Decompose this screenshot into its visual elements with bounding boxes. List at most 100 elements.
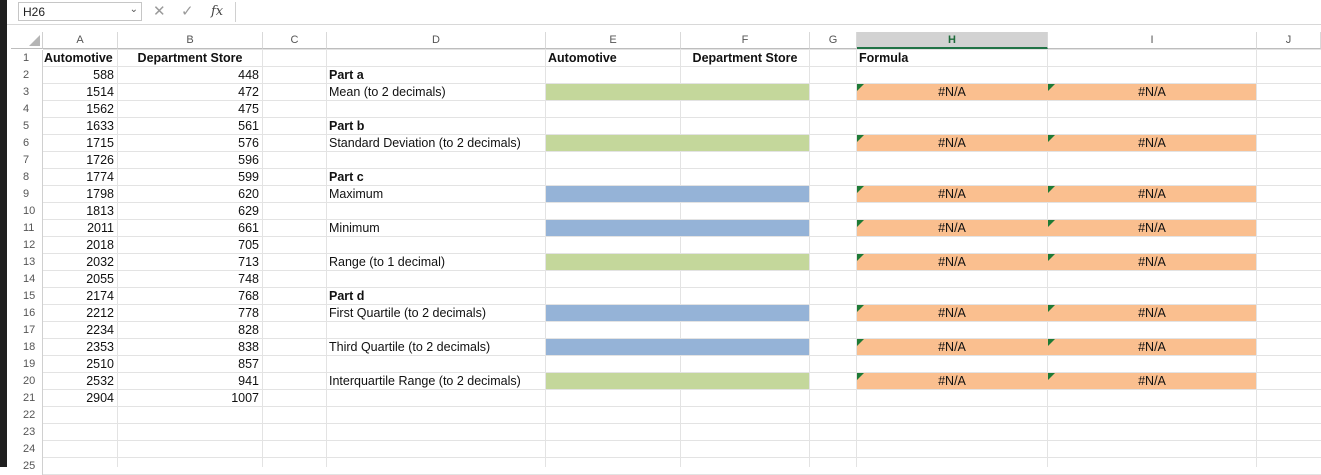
row-header-12[interactable]: 12 <box>11 237 43 254</box>
cell-a12[interactable]: 2018 <box>86 238 114 252</box>
cell-h3[interactable]: #N/A <box>938 85 966 99</box>
column-header-e[interactable]: E <box>546 32 681 49</box>
column-header-f[interactable]: F <box>681 32 810 49</box>
answer-cells-max[interactable] <box>546 186 809 202</box>
row-header-22[interactable]: 22 <box>11 407 43 424</box>
row-header-3[interactable]: 3 <box>11 84 43 101</box>
cell-a3[interactable]: 1514 <box>86 85 114 99</box>
error-indicator-icon[interactable] <box>857 186 864 193</box>
cell-h9[interactable]: #N/A <box>938 187 966 201</box>
cell-b15[interactable]: 768 <box>238 289 259 303</box>
row-header-20[interactable]: 20 <box>11 373 43 390</box>
error-indicator-icon[interactable] <box>857 339 864 346</box>
cell-d6[interactable]: Standard Deviation (to 2 decimals) <box>329 136 521 150</box>
error-indicator-icon[interactable] <box>1048 373 1055 380</box>
cell-b21[interactable]: 1007 <box>231 391 259 405</box>
cell-i3[interactable]: #N/A <box>1138 85 1166 99</box>
cell-a5[interactable]: 1633 <box>86 119 114 133</box>
cell-e1[interactable]: Automotive <box>548 51 617 65</box>
column-header-i[interactable]: I <box>1048 32 1257 49</box>
error-indicator-icon[interactable] <box>1048 305 1055 312</box>
formula-input[interactable] <box>237 2 1321 22</box>
cell-h16[interactable]: #N/A <box>938 306 966 320</box>
name-box[interactable]: H26 ⌄ <box>18 2 142 21</box>
answer-cells-q1[interactable] <box>546 305 809 321</box>
error-indicator-icon[interactable] <box>1048 186 1055 193</box>
cell-d18[interactable]: Third Quartile (to 2 decimals) <box>329 340 491 354</box>
error-indicator-icon[interactable] <box>857 373 864 380</box>
column-header-g[interactable]: G <box>810 32 857 49</box>
cell-b17[interactable]: 828 <box>238 323 259 337</box>
column-header-d[interactable]: D <box>327 32 546 49</box>
error-indicator-icon[interactable] <box>857 305 864 312</box>
cell-b14[interactable]: 748 <box>238 272 259 286</box>
cell-b12[interactable]: 705 <box>238 238 259 252</box>
cell-d3[interactable]: Mean (to 2 decimals) <box>329 85 446 99</box>
cell-d16[interactable]: First Quartile (to 2 decimals) <box>329 306 486 320</box>
row-header-19[interactable]: 19 <box>11 356 43 373</box>
enter-icon[interactable]: ✓ <box>181 3 194 20</box>
select-all-button[interactable] <box>11 32 43 49</box>
row-header-24[interactable]: 24 <box>11 441 43 458</box>
answer-cells-std[interactable] <box>546 135 809 151</box>
cell-h13[interactable]: #N/A <box>938 255 966 269</box>
error-indicator-icon[interactable] <box>1048 220 1055 227</box>
cell-i9[interactable]: #N/A <box>1138 187 1166 201</box>
row-header-21[interactable]: 21 <box>11 390 43 407</box>
row-header-7[interactable]: 7 <box>11 152 43 169</box>
error-indicator-icon[interactable] <box>857 135 864 142</box>
cell-b6[interactable]: 576 <box>238 136 259 150</box>
cell-i13[interactable]: #N/A <box>1138 255 1166 269</box>
cell-b1[interactable]: Department Store <box>137 51 243 65</box>
row-header-4[interactable]: 4 <box>11 101 43 118</box>
cell-a15[interactable]: 2174 <box>86 289 114 303</box>
cell-a9[interactable]: 1798 <box>86 187 114 201</box>
column-header-h[interactable]: H <box>857 32 1048 49</box>
cell-a10[interactable]: 1813 <box>86 204 114 218</box>
column-header-j[interactable]: J <box>1257 32 1321 49</box>
cell-d11[interactable]: Minimum <box>329 221 380 235</box>
cell-a14[interactable]: 2055 <box>86 272 114 286</box>
row-header-18[interactable]: 18 <box>11 339 43 356</box>
cell-b7[interactable]: 596 <box>238 153 259 167</box>
cell-h18[interactable]: #N/A <box>938 340 966 354</box>
column-header-a[interactable]: A <box>43 32 118 49</box>
cell-b5[interactable]: 561 <box>238 119 259 133</box>
cell-a20[interactable]: 2532 <box>86 374 114 388</box>
column-header-b[interactable]: B <box>118 32 263 49</box>
cell-b9[interactable]: 620 <box>238 187 259 201</box>
row-header-8[interactable]: 8 <box>11 169 43 186</box>
row-header-14[interactable]: 14 <box>11 271 43 288</box>
cell-h20[interactable]: #N/A <box>938 374 966 388</box>
cell-a18[interactable]: 2353 <box>86 340 114 354</box>
row-header-15[interactable]: 15 <box>11 288 43 305</box>
cell-a6[interactable]: 1715 <box>86 136 114 150</box>
cell-a21[interactable]: 2904 <box>86 391 114 405</box>
cell-d2[interactable]: Part a <box>329 68 364 82</box>
row-header-2[interactable]: 2 <box>11 67 43 84</box>
error-indicator-icon[interactable] <box>1048 254 1055 261</box>
cancel-icon[interactable]: ✕ <box>153 3 166 20</box>
cell-b4[interactable]: 475 <box>238 102 259 116</box>
cell-d20[interactable]: Interquartile Range (to 2 decimals) <box>329 374 521 388</box>
error-indicator-icon[interactable] <box>1048 135 1055 142</box>
cell-b16[interactable]: 778 <box>238 306 259 320</box>
answer-cells-range[interactable] <box>546 254 809 270</box>
answer-cells-min[interactable] <box>546 220 809 236</box>
cell-a16[interactable]: 2212 <box>86 306 114 320</box>
cell-b11[interactable]: 661 <box>238 221 259 235</box>
row-header-10[interactable]: 10 <box>11 203 43 220</box>
column-header-c[interactable]: C <box>263 32 327 49</box>
error-indicator-icon[interactable] <box>857 254 864 261</box>
cell-a4[interactable]: 1562 <box>86 102 114 116</box>
row-header-6[interactable]: 6 <box>11 135 43 152</box>
row-header-1[interactable]: 1 <box>11 50 43 67</box>
cell-a7[interactable]: 1726 <box>86 153 114 167</box>
cell-a19[interactable]: 2510 <box>86 357 114 371</box>
cell-a13[interactable]: 2032 <box>86 255 114 269</box>
cell-a8[interactable]: 1774 <box>86 170 114 184</box>
cell-i18[interactable]: #N/A <box>1138 340 1166 354</box>
row-header-11[interactable]: 11 <box>11 220 43 237</box>
cell-d15[interactable]: Part d <box>329 289 365 303</box>
row-header-17[interactable]: 17 <box>11 322 43 339</box>
